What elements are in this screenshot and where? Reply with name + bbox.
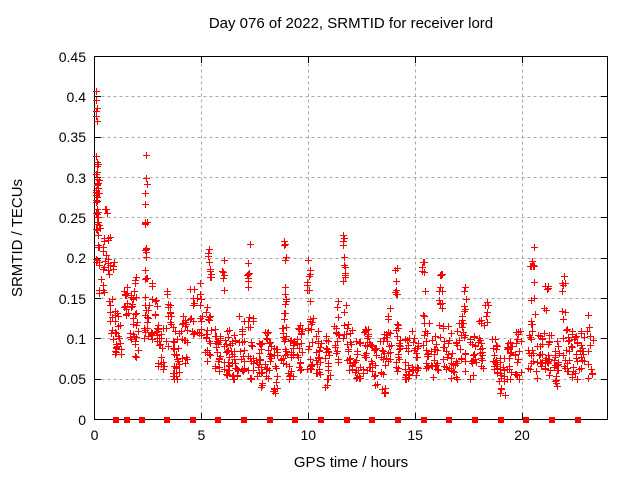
x-axis-label: GPS time / hours bbox=[293, 454, 409, 471]
srmtid-plus-markers bbox=[93, 88, 597, 399]
y-tick-label: 0.25 bbox=[59, 210, 86, 226]
x-tick-label: 5 bbox=[197, 427, 205, 443]
y-tick-label: 0.2 bbox=[67, 250, 87, 266]
y-tick-label: 0.05 bbox=[59, 371, 86, 387]
x-tick-label: 0 bbox=[91, 427, 99, 443]
y-tick-label: 0.45 bbox=[59, 49, 86, 65]
x-tick-label: 15 bbox=[407, 427, 423, 443]
y-tick-label: 0.35 bbox=[59, 129, 86, 145]
chart-title: Day 076 of 2022, SRMTID for receiver lor… bbox=[208, 15, 494, 32]
y-tick-label: 0.15 bbox=[59, 291, 86, 307]
x-tick-label: 10 bbox=[300, 427, 316, 443]
y-tick-label: 0.4 bbox=[67, 89, 87, 105]
y-tick-label: 0.1 bbox=[67, 331, 87, 347]
x-tick-label: 20 bbox=[514, 427, 530, 443]
y-tick-label: 0 bbox=[78, 412, 86, 428]
y-tick-label: 0.3 bbox=[67, 170, 87, 186]
zero-line-square-markers bbox=[113, 417, 581, 423]
